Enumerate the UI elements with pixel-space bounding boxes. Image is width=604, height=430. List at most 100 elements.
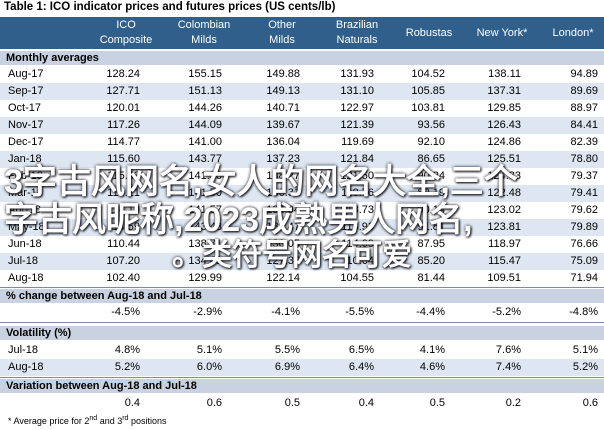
row-label: Sep-17 — [8, 85, 44, 97]
row-label: Feb-18 — [8, 170, 43, 182]
table-row: Feb-18 115.43 141.50 138.27 121.50 90.24 124.8… — [0, 168, 604, 185]
table-cell: 79.37 — [570, 170, 598, 182]
table-cell: 110.44 — [107, 238, 140, 250]
table-cell: 141.00 — [188, 136, 222, 148]
table-cell: 81.44 — [417, 272, 445, 284]
table-cell: 85.20 — [417, 255, 445, 267]
overlay-line-1: 3字古风网名,女人的网名大全,三个 — [4, 163, 518, 201]
table-cell: 122.97 — [340, 102, 374, 114]
row-label: Jul-18 — [8, 255, 38, 267]
table-cell: 5.1% — [572, 344, 598, 356]
header-band — [0, 17, 604, 49]
column-header: London* — [533, 17, 604, 49]
section-title: Variation between Aug-18 and Jul-18 — [6, 380, 197, 392]
table-cell: 124.83 — [487, 170, 521, 182]
table-cell: 151.13 — [188, 85, 222, 97]
table-cell: 82.39 — [570, 136, 598, 148]
table-cell: 139.67 — [266, 119, 300, 131]
table-cell: 0.6 — [206, 397, 222, 409]
row-label: Mar-18 — [8, 187, 43, 199]
table-cell: 115.43 — [107, 170, 140, 182]
table-cell: 138.71 — [188, 238, 222, 250]
table-cell: 114.10 — [107, 204, 140, 216]
table-row: -4.5% -2.9% -4.1% -5.5% -4.4% -5.2% -4.8% — [0, 304, 604, 321]
overlay-line-2: 字古风昵称,2023成熟男人网名, — [4, 201, 473, 239]
table-cell: 90.24 — [417, 170, 445, 182]
table-cell: 105.85 — [411, 85, 445, 97]
table-row: Jul-18 4.8% 5.1% 5.5% 6.5% 4.1% 7.6% 5.1% — [0, 342, 604, 359]
table-cell: 5.2% — [572, 361, 598, 373]
row-label: Aug-18 — [8, 272, 44, 284]
table-cell: 102.40 — [106, 272, 140, 284]
table-cell: 0.5 — [429, 397, 445, 409]
section-title: Volatility (%) — [6, 327, 72, 339]
table-row: Aug-18 5.2% 6.0% 6.9% 6.4% 4.6% 7.4% 5.2% — [0, 359, 604, 376]
table-cell: 0.4 — [358, 397, 374, 409]
section-header: Variation between Aug-18 and Jul-18 — [0, 379, 604, 393]
table-row: Oct-17 120.01 144.26 140.71 122.97 103.81 129.… — [0, 100, 604, 117]
table-cell: -2.9% — [193, 306, 222, 318]
table-cell: 110.64 — [341, 255, 374, 267]
section-header: Volatility (%) — [0, 326, 604, 340]
table-cell: 137.31 — [487, 85, 521, 97]
table-cell: 92.10 — [417, 136, 445, 148]
table-cell: 134.61 — [188, 255, 222, 267]
table-cell: 121.84 — [340, 153, 374, 165]
column-header-line2: Milds — [269, 34, 295, 46]
table-cell: 137.23 — [266, 153, 300, 165]
column-header-line1: Brazilian — [335, 19, 379, 31]
row-label: Dec-17 — [8, 136, 44, 148]
table-cell: 84.41 — [570, 119, 598, 131]
row-label: Jul-18 — [8, 344, 38, 356]
table-cell: -5.5% — [345, 306, 374, 318]
table-cell: 79.89 — [570, 221, 598, 233]
table-cell: 136.04 — [266, 136, 300, 148]
table-cell: 7.4% — [495, 361, 521, 373]
table-cell: 149.88 — [266, 68, 300, 80]
table-cell: 71.94 — [570, 272, 598, 284]
table-cell: 0.4 — [124, 397, 140, 409]
table-cell: 118.76 — [341, 187, 374, 199]
table-cell: 128.24 — [106, 68, 140, 80]
table-cell: 122.48 — [487, 187, 521, 199]
row-label: Aug-17 — [8, 68, 44, 80]
table-cell: 143.43 — [188, 221, 222, 233]
column-header-line2: Milds — [191, 34, 217, 46]
table-cell: 93.56 — [417, 119, 445, 131]
table-cell: 6.5% — [348, 344, 374, 356]
row-label: Oct-17 — [8, 102, 42, 114]
divider — [0, 377, 604, 378]
table-cell: 134.94 — [266, 204, 300, 216]
table-cell: 7.6% — [495, 344, 521, 356]
row-label: Jan-18 — [8, 153, 42, 165]
table-cell: 78.80 — [570, 153, 598, 165]
table-cell: 122.14 — [266, 272, 300, 284]
table-cell: 5.2% — [114, 361, 140, 373]
table-cell: 114.77 — [107, 136, 140, 148]
table-cell: 120.01 — [106, 102, 140, 114]
table-cell: 6.0% — [196, 361, 222, 373]
table-cell: 88.97 — [570, 102, 598, 114]
table-cell: 4.6% — [419, 361, 445, 373]
table-cell: 125.51 — [487, 153, 521, 165]
row-label: Jun-18 — [8, 238, 42, 250]
table-cell: 114.59 — [107, 221, 140, 233]
table-row: Jun-18 110.44 138.71 130.05 114.09 87.95 118.9… — [0, 236, 604, 253]
table-cell: 4.8% — [114, 344, 140, 356]
column-header: New York* — [462, 17, 542, 49]
table-cell: 89.69 — [570, 85, 598, 97]
table-cell: 129.99 — [188, 272, 222, 284]
table-cell: 123.02 — [487, 204, 521, 216]
table-row: Nov-17 117.26 144.09 139.67 121.39 93.56 126.4… — [0, 117, 604, 134]
table-cell: -4.8% — [569, 306, 598, 318]
table-cell: 114.09 — [341, 238, 374, 250]
row-label: Aug-18 — [8, 361, 44, 373]
column-header-line2: Naturals — [336, 34, 378, 46]
column-header-line1: ICO — [116, 19, 136, 31]
table-cell: 107.20 — [106, 255, 140, 267]
table-row: Aug-17 128.24 155.15 149.88 131.93 104.52 138.… — [0, 66, 604, 83]
table-cell: 121.50 — [340, 170, 374, 182]
table-cell: 109.51 — [487, 272, 521, 284]
table-cell: -5.2% — [492, 306, 521, 318]
table-row: Sep-17 127.71 151.13 149.13 131.10 105.85 137.… — [0, 83, 604, 100]
